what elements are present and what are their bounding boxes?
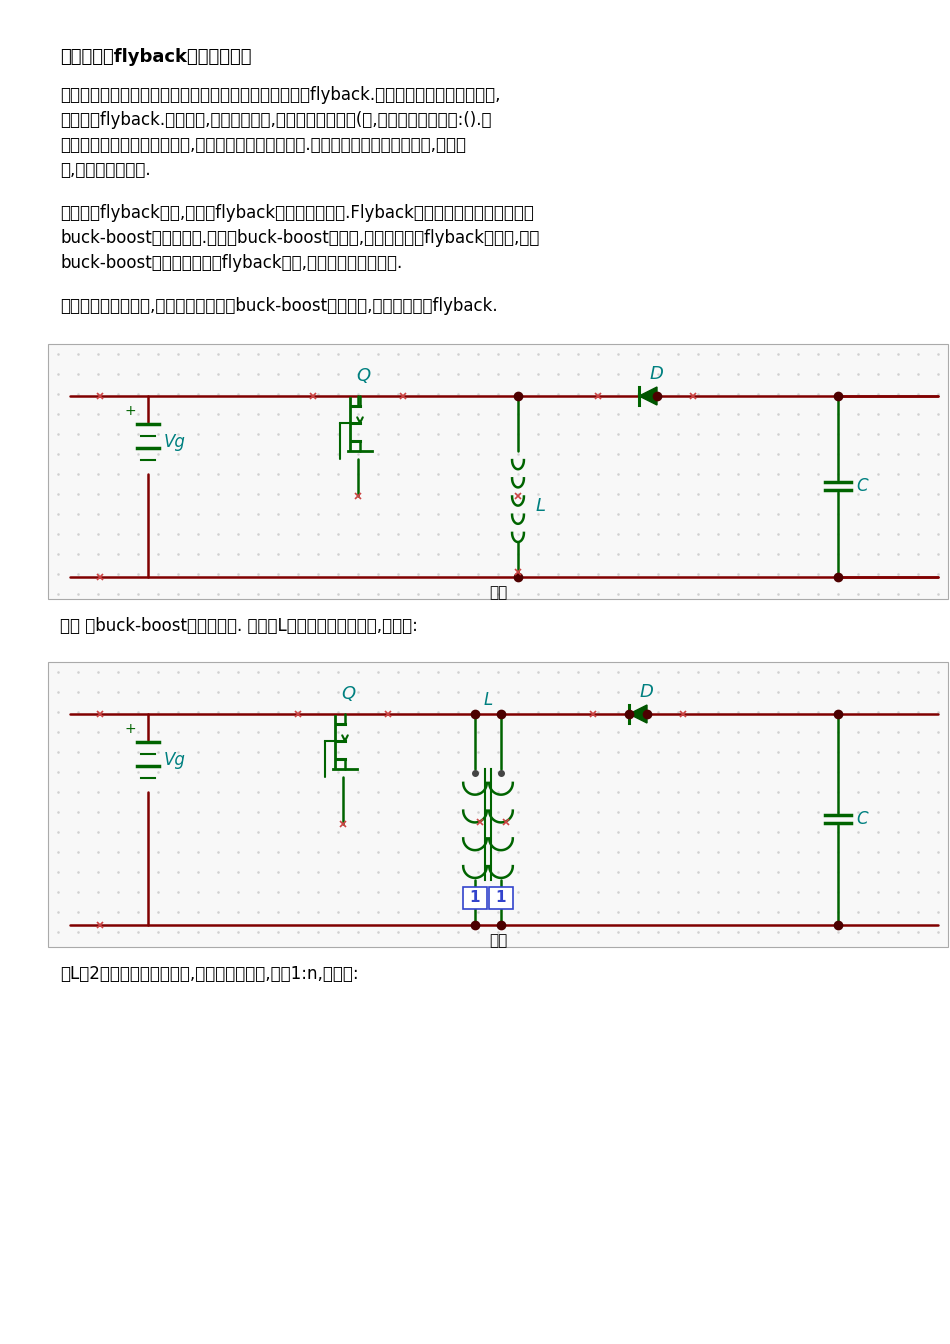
Text: 最先就是flyback.不会设计,连分析也不懂,唯一能做的是模仿(额,难听点就是抄袭了:().这: 最先就是flyback.不会设计,连分析也不懂,唯一能做的是模仿(额,难听点就是… [60, 112, 491, 129]
Bar [48, 663, 948, 948]
Text: Vg: Vg [164, 433, 186, 452]
Text: +: + [124, 722, 136, 737]
Polygon shape [629, 706, 647, 723]
Polygon shape [639, 387, 657, 405]
Bar [48, 344, 948, 599]
Text: Vg: Vg [164, 751, 186, 769]
Text: C: C [856, 477, 867, 495]
Text: 1: 1 [469, 891, 481, 906]
Text: +: + [124, 405, 136, 418]
Text: buck-boost演变而来的.所以对buck-boost的分析,一定有助于对flyback的分析,而且: buck-boost演变而来的.所以对buck-boost的分析,一定有助于对f… [60, 228, 540, 247]
Text: 路,于是有了这一章.: 路,于是有了这一章. [60, 161, 151, 179]
Text: 大家最早可能接触，也是可能接触最多的电路拓扑应该是flyback.至少我刚刚接触电源的时候,: 大家最早可能接触，也是可能接触最多的电路拓扑应该是flyback.至少我刚刚接触… [60, 86, 501, 103]
Text: 为了证明我没有骗你,下面将要开始来对buck-boost进行演变,最终会演变成flyback.: 为了证明我没有骗你,下面将要开始来对buck-boost进行演变,最终会演变成f… [60, 297, 498, 314]
Text: C: C [856, 810, 867, 828]
Text: D: D [649, 366, 663, 383]
Text: buck-boost看起来似乎要比flyback简单,至少它没有变压器吧.: buck-boost看起来似乎要比flyback简单,至少它没有变压器吧. [60, 254, 402, 271]
Text: 为了分析flyback电路,我们仏flyback的源头开始说吧.Flyback是从最基本的三种电路中的: 为了分析flyback电路,我们仏flyback的源头开始说吧.Flyback是… [60, 204, 534, 222]
FancyBboxPatch shape [489, 887, 513, 909]
Text: 图一 是buck-boost的原型电路. 把电感L绕一个并联线圈出来,如图二:: 图一 是buck-boost的原型电路. 把电感L绕一个并联线圈出来,如图二: [60, 617, 418, 634]
Text: D: D [639, 683, 653, 702]
Text: 图二: 图二 [489, 934, 507, 949]
Text: 图一: 图一 [489, 586, 507, 601]
FancyBboxPatch shape [463, 887, 487, 909]
Text: L: L [536, 497, 546, 515]
Text: Q: Q [356, 367, 370, 384]
Text: 把L的2个并联线圈断开连接,并且改变圈数比,改为1:n,如图三:: 把L的2个并联线圈断开连接,并且改变圈数比,改为1:n,如图三: [60, 965, 359, 982]
Text: Q: Q [341, 685, 355, 703]
Text: L: L [484, 691, 493, 710]
Text: 1: 1 [496, 891, 506, 906]
Text: 【初学版】flyback的分析和设计: 【初学版】flyback的分析和设计 [60, 48, 252, 66]
Text: 样子的状态持续了一段时间后,才开始慢慢的有一些了解.为了让初学者能更快的上手,少走弯: 样子的状态持续了一段时间后,才开始慢慢的有一些了解.为了让初学者能更快的上手,少… [60, 136, 466, 155]
